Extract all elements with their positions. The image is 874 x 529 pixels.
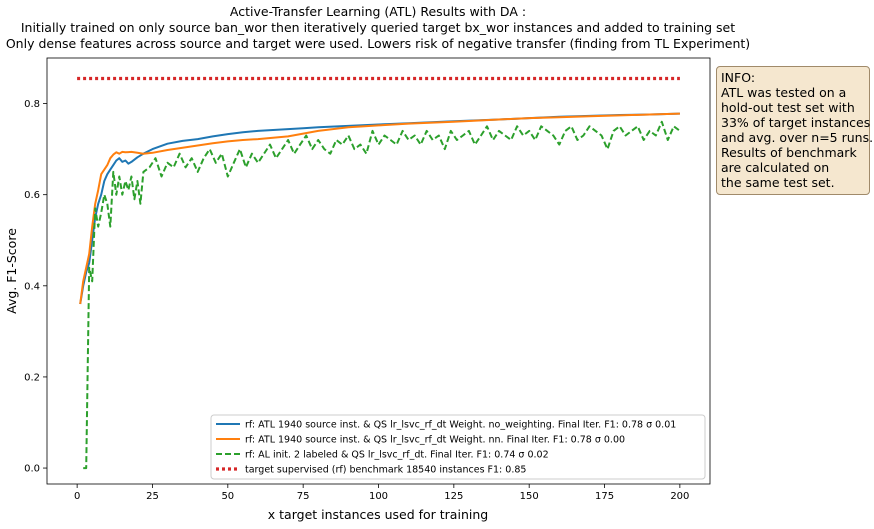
y-axis-label: Avg. F1-Score	[4, 228, 19, 314]
chart-title-line-2: Initially trained on only source ban_wor…	[21, 20, 735, 35]
x-axis-label: x target instances used for training	[268, 507, 488, 522]
x-tick-label: 75	[297, 491, 310, 502]
x-tick-label: 100	[369, 491, 388, 502]
x-tick-label: 25	[146, 491, 159, 502]
chart-title-line-1: Active-Transfer Learning (ATL) Results w…	[230, 4, 526, 19]
legend-label: rf: ATL 1940 source inst. & QS lr_lsvc_r…	[245, 435, 625, 446]
axis-ticks: 0 25 50 75 100 125 150 175 200 0.0 0.2 0.4 0.6 0.8	[24, 99, 689, 502]
legend-label: rf: AL init. 2 labeled & QS lr_lsvc_rf_d…	[245, 450, 549, 461]
chart-title-line-3: Only dense features across source and ta…	[6, 36, 750, 51]
info-line: INFO:	[721, 70, 756, 85]
x-tick-label: 150	[520, 491, 539, 502]
x-tick-label: 175	[595, 491, 614, 502]
y-tick-label: 0.0	[24, 464, 40, 475]
info-line: 33% of target instances	[721, 115, 871, 130]
series-line-3	[83, 120, 681, 470]
y-tick-label: 0.6	[24, 190, 40, 201]
legend: rf: ATL 1940 source inst. & QS lr_lsvc_r…	[210, 414, 706, 480]
info-box: INFO: ATL was tested on a hold-out test se…	[716, 66, 874, 195]
plot-series	[77, 76, 681, 470]
x-tick-label: 50	[221, 491, 234, 502]
info-line: Results of benchmark	[721, 145, 857, 160]
info-line: and avg. over n=5 runs.	[721, 130, 874, 145]
x-tick-label: 0	[74, 491, 80, 502]
series-line-2	[79, 112, 680, 305]
legend-frame	[210, 414, 706, 480]
plot-frame	[46, 57, 711, 485]
x-tick-label: 125	[444, 491, 463, 502]
x-tick-label: 200	[670, 491, 689, 502]
y-tick-label: 0.8	[24, 99, 40, 110]
info-line: are calculated on	[721, 160, 830, 175]
info-line: the same test set.	[721, 175, 835, 190]
info-line: hold-out test set with	[721, 100, 855, 115]
legend-label: rf: ATL 1940 source inst. & QS lr_lsvc_r…	[245, 420, 676, 431]
legend-label: target supervised (rf) benchmark 18540 i…	[245, 465, 526, 476]
info-line: ATL was tested on a	[721, 85, 847, 100]
y-tick-label: 0.4	[24, 281, 40, 292]
y-tick-label: 0.2	[24, 372, 40, 383]
